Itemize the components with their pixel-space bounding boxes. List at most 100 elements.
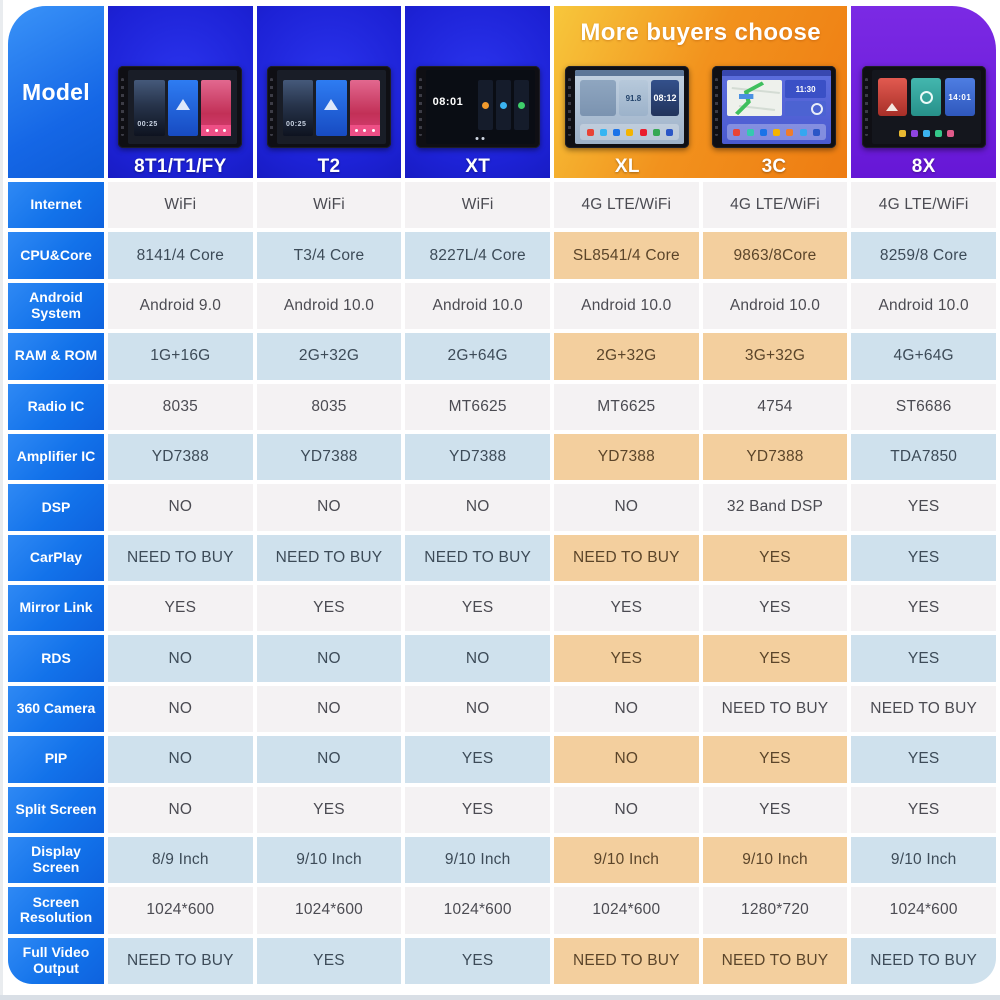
model-header-cell: Model (8, 6, 104, 178)
model-block-3c: 11:30 3C (701, 47, 848, 185)
value-cell: MT6625 (554, 383, 699, 430)
app-icon (934, 129, 942, 137)
mini-icon (499, 101, 507, 109)
value-cell: 2G+32G (554, 333, 699, 380)
mini-tile (513, 80, 529, 130)
app-icon (613, 128, 621, 136)
app-icon (639, 128, 647, 136)
model-header-label: Model (22, 78, 90, 105)
value-cell: Android 10.0 (405, 282, 550, 330)
app-icon (586, 128, 594, 136)
mini-icon (481, 101, 489, 109)
value-cell: 8035 (256, 383, 402, 430)
value-cell: ST6686 (851, 383, 996, 430)
header-cell-xt: 08:01 XT (405, 6, 550, 178)
header-cell-t2: 00:25 T2 (256, 6, 402, 178)
model-block-8t1: 00:25 8T1/T1/FY (108, 6, 253, 185)
clock-text: 14:01 (948, 92, 972, 102)
dash-cards: 91.8 08:12 (580, 80, 680, 116)
app-dock (727, 124, 826, 140)
app-icon (812, 128, 820, 136)
value-cell: NO (405, 484, 550, 531)
mini-tile (495, 80, 511, 130)
value-cell: YES (405, 937, 550, 984)
device-frame-xt: 08:01 (415, 66, 540, 148)
model-block-xt: 08:01 XT (405, 6, 550, 185)
value-cell: NO (554, 685, 699, 733)
value-cell: NEED TO BUY (851, 937, 996, 984)
value-cell: 9/10 Inch (405, 836, 550, 884)
value-cell: NO (256, 635, 402, 682)
value-cell: YES (554, 635, 699, 682)
page-edge-left (0, 0, 3, 1000)
value-cell: WiFi (108, 182, 253, 229)
row-label: CarPlay (8, 534, 104, 581)
value-cell: 9/10 Inch (256, 836, 402, 884)
clock-text: 08:12 (653, 93, 677, 103)
mini-icon (517, 101, 525, 109)
model-block-t2: 00:25 T2 (257, 6, 402, 185)
value-cell: NO (554, 484, 699, 531)
value-cell: YES (256, 585, 402, 632)
value-cell: TDA7850 (851, 433, 996, 481)
map-route-icon (731, 81, 780, 116)
button-dot-icon (222, 129, 226, 132)
value-cell: Android 9.0 (108, 282, 253, 330)
clock-text: 08:01 (432, 96, 464, 108)
value-cell: 3G+32G (702, 333, 848, 380)
value-cell: 8035 (108, 383, 253, 430)
app-icon (910, 129, 918, 137)
value-cell: YES (851, 786, 996, 833)
mini-tile (477, 80, 493, 130)
status-bar (575, 70, 685, 76)
value-cell: 4G LTE/WiFi (851, 182, 996, 229)
device-frame-t2: 00:25 (266, 66, 391, 148)
value-cell: 4754 (702, 383, 848, 430)
value-cell: NEED TO BUY (108, 534, 253, 581)
gauge-icon (811, 102, 823, 115)
tiles-row: 00:25 (134, 80, 232, 136)
app-icon (759, 128, 767, 136)
value-cell: 8227L/4 Core (405, 232, 550, 279)
value-cell: NEED TO BUY (851, 685, 996, 733)
music-card (877, 78, 908, 116)
car-tile (316, 80, 347, 136)
value-cell: YES (405, 786, 550, 833)
radio-dial-card: 91.8 (619, 80, 648, 116)
value-cell: 9863/8Core (702, 232, 848, 279)
play-triangle-icon (324, 99, 339, 111)
model-name: T2 (317, 156, 341, 177)
status-bar (722, 70, 831, 76)
value-cell: YES (256, 786, 402, 833)
value-cell: NO (108, 484, 253, 531)
model-name: XT (465, 156, 491, 177)
clock-card: 08:12 (650, 80, 680, 116)
comparison-table: Model 00:25 8T1/T1/FY 00:25 T2 08:01 XT … (8, 6, 996, 984)
value-cell: NO (108, 685, 253, 733)
device-frame-8x: 14:01 (861, 66, 986, 148)
value-cell: 8141/4 Core (108, 232, 253, 279)
album-time: 00:25 (285, 121, 307, 128)
value-cell: 4G LTE/WiFi (554, 182, 699, 229)
device-frame-xl: 91.8 08:12 (565, 66, 690, 148)
model-name: 8X (911, 156, 936, 177)
more-buyers-banner: More buyers choose 91.8 08:12 XL 11:30 3C (554, 6, 848, 178)
artist-tile (349, 80, 380, 136)
row-label: Mirror Link (8, 585, 104, 632)
radio-card (911, 78, 941, 116)
app-icon (946, 129, 954, 137)
artist-buttons (200, 125, 232, 136)
value-cell: 32 Band DSP (702, 484, 848, 531)
value-cell: NEED TO BUY (108, 937, 253, 984)
card-row: 14:01 (877, 78, 975, 116)
device-screen: 14:01 (871, 70, 981, 144)
value-cell: YES (702, 635, 848, 682)
app-icon (786, 128, 794, 136)
app-icon (666, 128, 674, 136)
row-label: PIP (8, 736, 104, 783)
mountain-icon (886, 103, 899, 111)
banner-title: More buyers choose (580, 19, 821, 46)
value-cell: 1024*600 (554, 887, 699, 934)
row-label: Screen Resolution (8, 887, 104, 934)
value-cell: YES (851, 585, 996, 632)
